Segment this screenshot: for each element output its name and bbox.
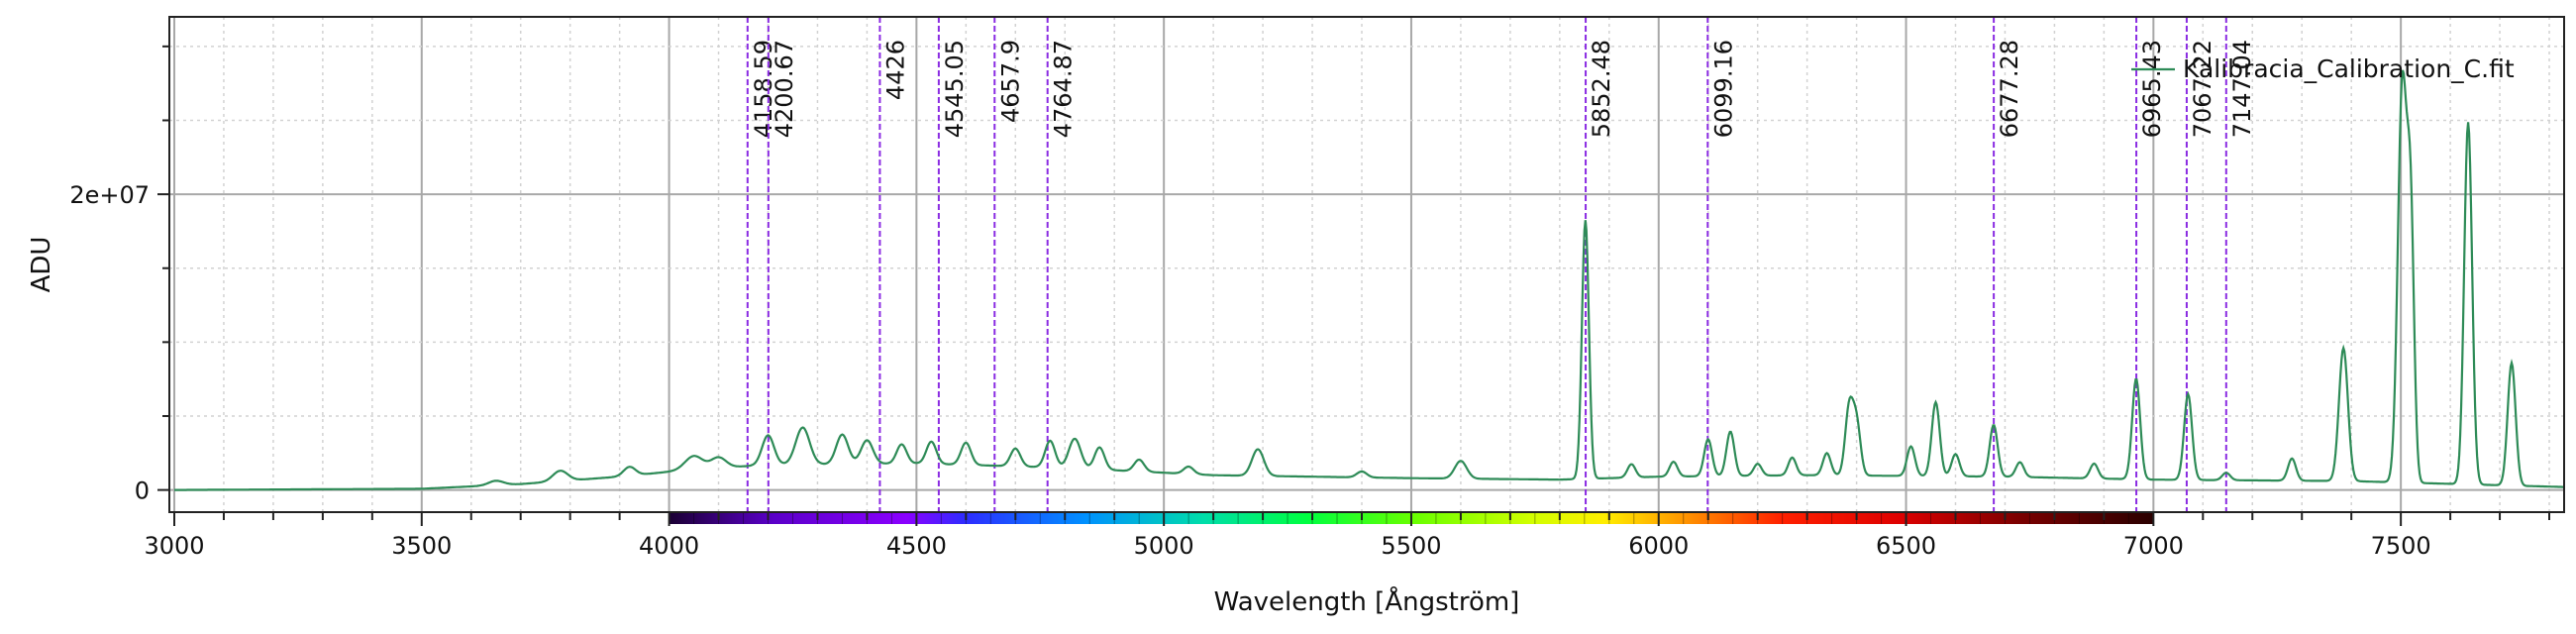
plot-frame bbox=[168, 16, 2565, 513]
marker-label: 4426 bbox=[881, 40, 909, 100]
marker-label: 6099.16 bbox=[1709, 40, 1737, 138]
grid-lines bbox=[169, 17, 2564, 512]
y-tick-label: 2e+07 bbox=[69, 181, 150, 209]
spectrum-line bbox=[174, 69, 2564, 491]
marker-label: 4545.05 bbox=[941, 40, 969, 138]
marker-label: 4200.67 bbox=[771, 40, 798, 138]
marker-label: 4657.9 bbox=[996, 40, 1024, 123]
x-tick-label: 3000 bbox=[144, 532, 204, 560]
x-tick-label: 4000 bbox=[639, 532, 699, 560]
x-tick-label: 3500 bbox=[391, 532, 452, 560]
legend-label: Kalibracia_Calibration_C.fit bbox=[2183, 54, 2515, 83]
x-tick-label: 7000 bbox=[2123, 532, 2184, 560]
x-tick-label: 5500 bbox=[1381, 532, 1441, 560]
y-axis: 0 2e+07 bbox=[69, 45, 169, 505]
x-axis-title: Wavelength [Ångström] bbox=[1214, 585, 1520, 617]
x-tick-label: 4500 bbox=[886, 532, 947, 560]
marker-label: 6965.43 bbox=[2138, 40, 2166, 138]
marker-label: 4764.87 bbox=[1050, 40, 1078, 138]
x-tick-label: 7500 bbox=[2371, 532, 2431, 560]
x-tick-label: 5000 bbox=[1134, 532, 1194, 560]
x-tick-label: 6000 bbox=[1628, 532, 1689, 560]
series-layer bbox=[174, 69, 2564, 491]
marker-label: 5852.48 bbox=[1588, 40, 1615, 138]
x-axis: 3000 3500 4000 4500 5000 5500 6000 6500 7000 7500 bbox=[144, 512, 2551, 560]
y-axis-title: ADU bbox=[27, 237, 56, 293]
marker-label: 7067.22 bbox=[2189, 40, 2216, 138]
marker-label: 4158.59 bbox=[750, 40, 777, 138]
legend: Kalibracia_Calibration_C.fit bbox=[2131, 54, 2515, 83]
marker-label: 6677.28 bbox=[1996, 40, 2023, 138]
y-tick-label: 0 bbox=[135, 477, 150, 505]
x-tick-label: 6500 bbox=[1876, 532, 1936, 560]
marker-label: 7147.04 bbox=[2228, 40, 2256, 138]
